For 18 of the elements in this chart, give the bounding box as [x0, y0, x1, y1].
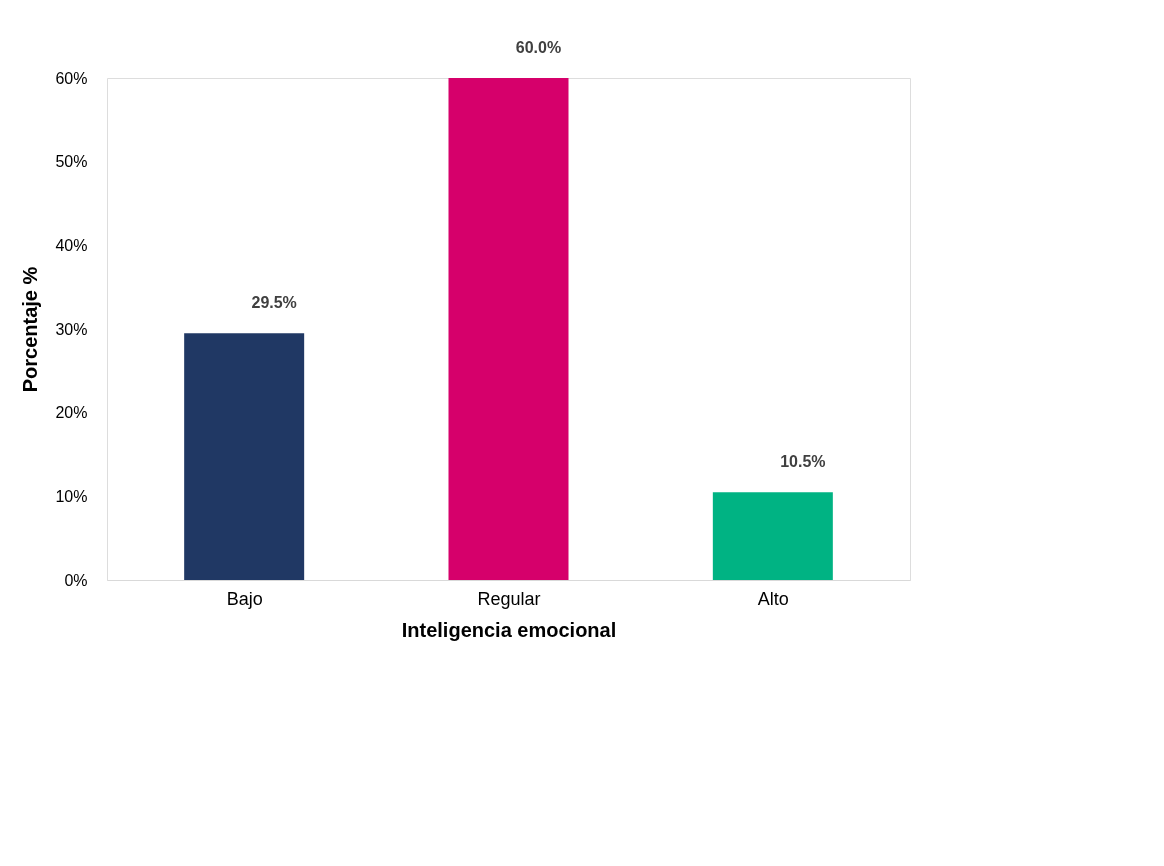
data-label: 29.5%: [251, 294, 297, 312]
data-label: 60.0%: [515, 39, 562, 56]
x-tick-label: Bajo: [226, 588, 263, 609]
y-tick-label: 60%: [55, 69, 88, 87]
data-label: 10.5%: [780, 453, 826, 471]
bar: [448, 78, 569, 580]
bar: [712, 492, 833, 580]
y-tick-label: 10%: [55, 487, 88, 505]
y-tick-label: 40%: [55, 236, 88, 254]
x-tick-label: Regular: [477, 588, 541, 609]
bar: [184, 333, 305, 580]
y-tick-label: 30%: [55, 320, 88, 338]
y-axis-title: Porcentaje %: [19, 266, 42, 393]
y-tick-label: 0%: [64, 571, 88, 589]
x-axis-title: Inteligencia emocional: [401, 618, 617, 641]
y-tick-label: 20%: [55, 404, 88, 422]
y-tick-label: 50%: [55, 153, 88, 171]
x-tick-label: Alto: [757, 588, 789, 609]
